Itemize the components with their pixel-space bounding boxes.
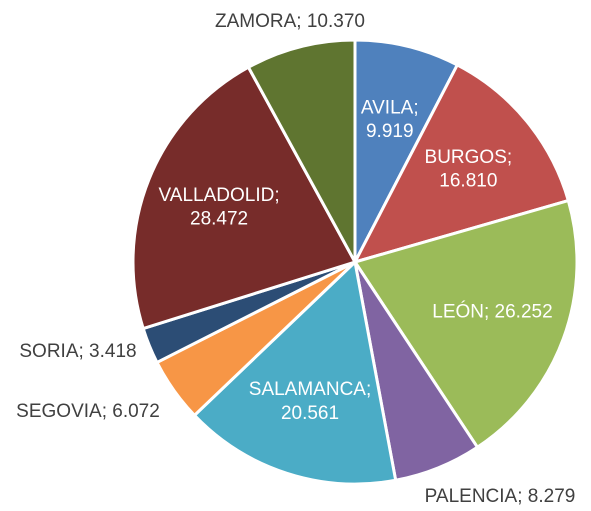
pie-slice [131,65,358,331]
data-label: SALAMANCA; 20.561 [249,379,371,424]
data-label: LEÓN; 26.252 [432,301,552,323]
label-line: 28.472 [190,209,248,230]
label-line: 16.810 [439,171,497,192]
pie-slice [192,259,398,486]
label-line: 20.561 [281,403,339,424]
data-label: PALENCIA; 8.279 [425,486,576,507]
label-line: BURGOS; [425,147,513,168]
data-label: ZAMORA; 10.370 [215,11,365,32]
data-label: SEGOVIA; 6.072 [16,401,160,422]
data-label: SORIA; 3.418 [19,341,136,362]
label-line: SALAMANCA; [249,379,371,400]
pie-slice [246,38,357,263]
pie-slice [352,62,571,265]
data-label: AVILA; 9.919 [361,97,419,142]
label-line: VALLADOLID; [159,185,280,206]
label-line: 9.919 [366,121,414,142]
data-label: VALLADOLID; 28.472 [159,185,280,230]
pie-slice [353,38,460,263]
label-line: AVILA; [361,97,419,118]
pie-slice [352,198,579,450]
data-label: BURGOS; 16.810 [425,147,513,192]
